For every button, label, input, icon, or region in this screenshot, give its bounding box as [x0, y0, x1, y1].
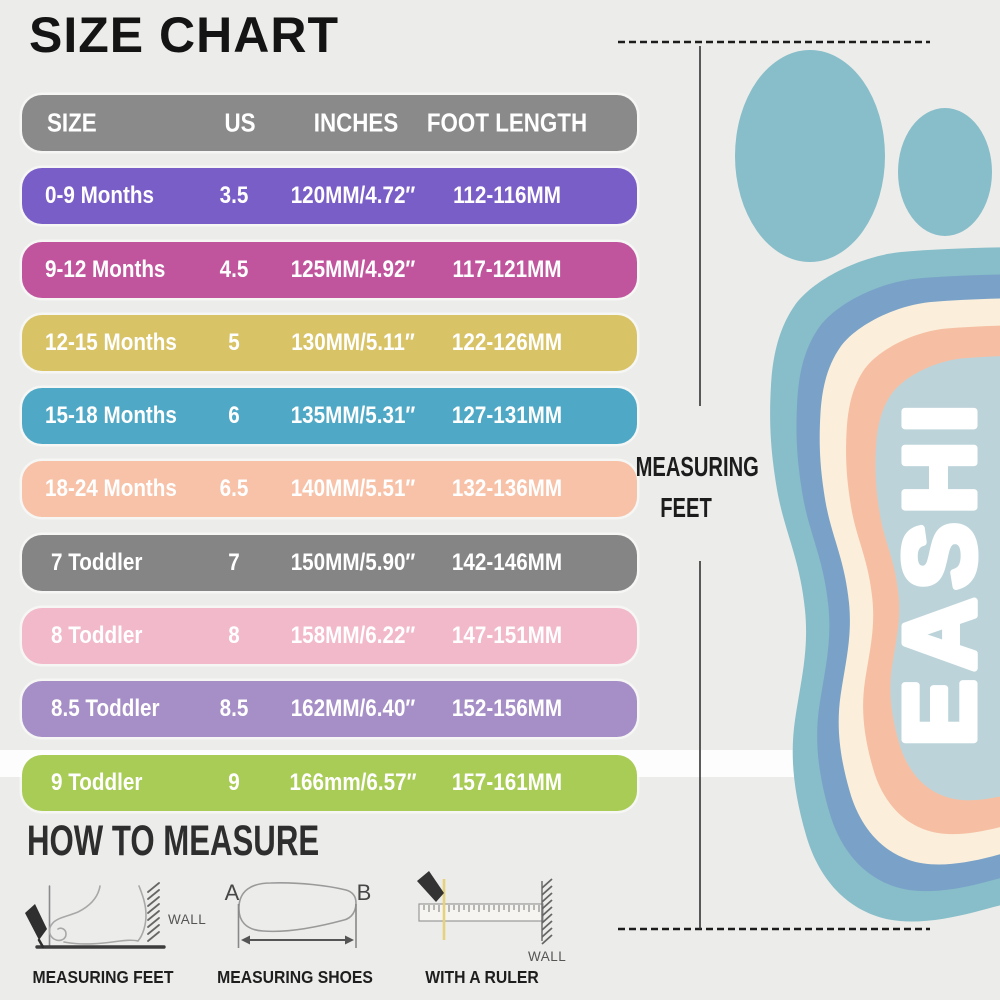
svg-text:A: A	[225, 880, 240, 905]
svg-text:B: B	[357, 880, 372, 905]
svg-text:EASHI: EASHI	[884, 396, 996, 747]
